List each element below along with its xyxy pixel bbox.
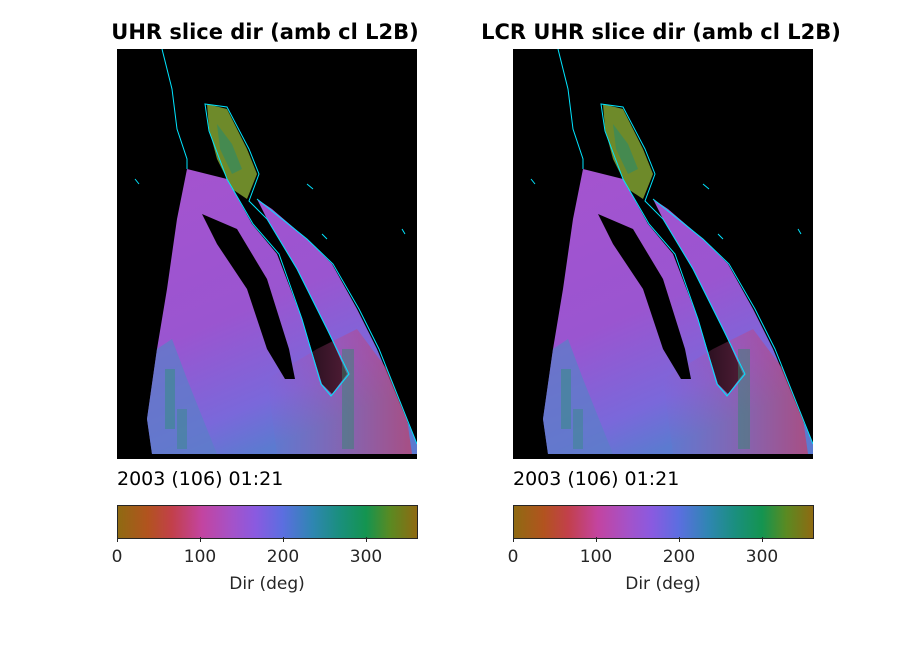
timestamp-label: 2003 (106) 01:21: [513, 468, 680, 490]
wind-direction-map: [117, 49, 417, 459]
colorbar-tick: [283, 537, 284, 542]
colorbar-tick-label: 300: [745, 547, 779, 567]
colorbar-label: Dir (deg): [229, 574, 305, 594]
colorbar-tick: [762, 537, 763, 542]
colorbar-tick-label: 200: [662, 547, 696, 567]
colorbar-tick: [513, 537, 514, 542]
colorbar-label: Dir (deg): [625, 574, 701, 594]
colorbar-tick: [596, 537, 597, 542]
left-panel: UHR slice dir (amb cl L2B): [90, 0, 450, 652]
colorbar-tick-label: 100: [183, 547, 217, 567]
panel-title: LCR UHR slice dir (amb cl L2B): [481, 20, 841, 44]
map-image: [530, 49, 813, 454]
colorbar-tick-label: 0: [111, 547, 123, 567]
colorbar-tick-label: 200: [266, 547, 300, 567]
colorbar: [117, 505, 418, 539]
colorbar-tick: [200, 537, 201, 542]
timestamp-label: 2003 (106) 01:21: [117, 468, 284, 490]
colorbar-tick: [366, 537, 367, 542]
wind-direction-map: [513, 49, 813, 459]
colorbar-tick-label: 300: [349, 547, 383, 567]
colorbar-tick-label: 0: [507, 547, 519, 567]
colorbar-tick: [117, 537, 118, 542]
panel-title: UHR slice dir (amb cl L2B): [111, 20, 419, 44]
colorbar-tick: [679, 537, 680, 542]
map-image: [134, 49, 417, 454]
colorbar-tick-label: 100: [579, 547, 613, 567]
right-panel: LCR UHR slice dir (amb cl L2B): [481, 0, 846, 652]
colorbar: [513, 505, 814, 539]
